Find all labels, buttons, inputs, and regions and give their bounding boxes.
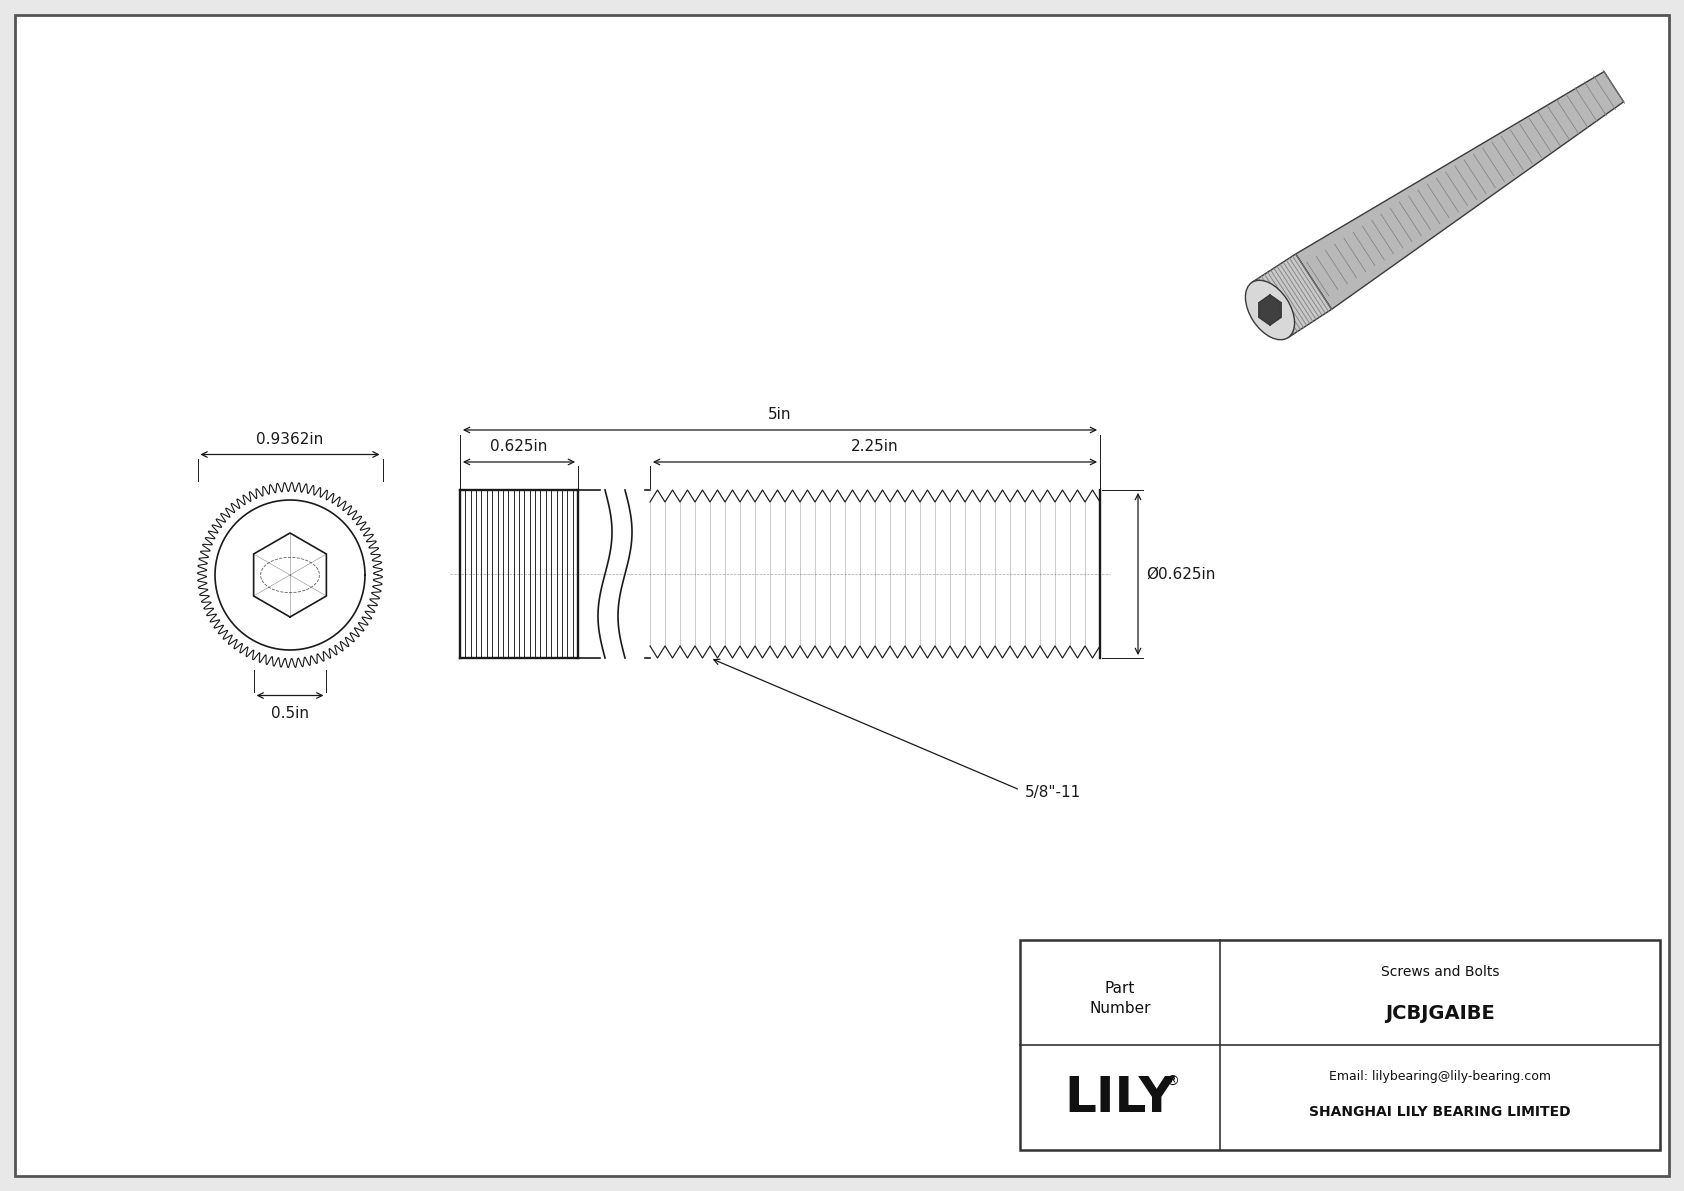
Text: 0.625in: 0.625in bbox=[490, 439, 547, 454]
Text: 2.25in: 2.25in bbox=[850, 439, 899, 454]
Polygon shape bbox=[1260, 295, 1280, 325]
Text: Ø0.625in: Ø0.625in bbox=[1147, 567, 1216, 581]
Polygon shape bbox=[1295, 71, 1623, 310]
Text: 5/8"-11: 5/8"-11 bbox=[1026, 786, 1081, 800]
Text: 0.5in: 0.5in bbox=[271, 705, 308, 721]
Text: LILY: LILY bbox=[1064, 1073, 1175, 1122]
Text: 0.9362in: 0.9362in bbox=[256, 431, 323, 447]
Text: Screws and Bolts: Screws and Bolts bbox=[1381, 965, 1499, 979]
Text: 5in: 5in bbox=[768, 407, 791, 422]
Text: JCBJGAIBE: JCBJGAIBE bbox=[1386, 1004, 1495, 1023]
Polygon shape bbox=[1251, 254, 1332, 338]
Text: Part
Number: Part Number bbox=[1090, 981, 1150, 1016]
Text: ®: ® bbox=[1165, 1074, 1179, 1089]
Ellipse shape bbox=[1246, 280, 1295, 339]
Bar bbox=[1021, 940, 1660, 1151]
Text: Email: lilybearing@lily-bearing.com: Email: lilybearing@lily-bearing.com bbox=[1329, 1070, 1551, 1083]
Text: SHANGHAI LILY BEARING LIMITED: SHANGHAI LILY BEARING LIMITED bbox=[1308, 1105, 1571, 1120]
